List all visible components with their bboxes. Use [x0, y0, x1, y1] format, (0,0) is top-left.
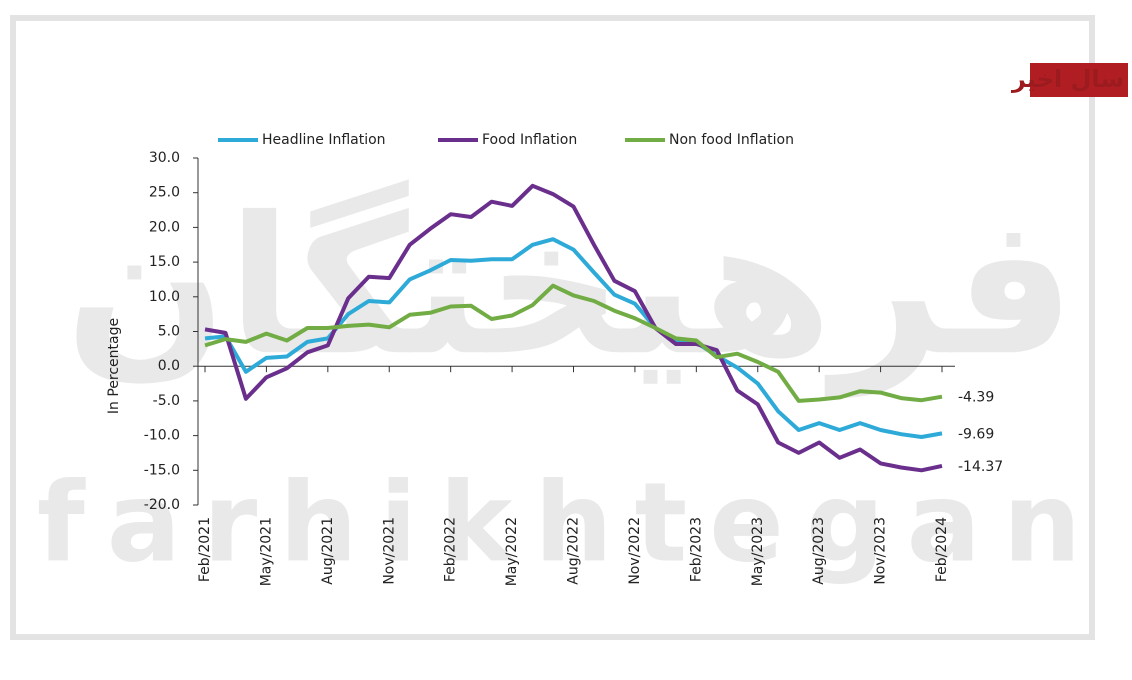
legend-label: Headline Inflation [262, 132, 386, 148]
x-tick-label: Nov/2022 [627, 517, 643, 585]
y-tick-label: 30.0 [149, 150, 180, 166]
chart-title: وضعیت تورم کل، تورم اقلام خوراکی و غیرخو… [1011, 65, 1132, 93]
title-bar [1030, 63, 1128, 97]
y-tick-label: 20.0 [149, 219, 180, 235]
x-tick-label: Feb/2022 [443, 517, 459, 582]
y-tick-label: 15.0 [149, 254, 180, 270]
y-tick-label: 0.0 [158, 358, 180, 374]
x-tick-label: May/2021 [258, 517, 274, 586]
watermark-latin: farhikhtegan [37, 458, 1103, 586]
y-tick-label: -20.0 [144, 497, 180, 513]
x-tick-label: Aug/2023 [811, 517, 827, 585]
series-line [204, 237, 943, 439]
y-tick-label: 5.0 [158, 324, 180, 340]
frame [10, 15, 1095, 640]
x-tick-label: Feb/2023 [688, 517, 704, 582]
x-tick-label: Nov/2023 [873, 517, 889, 585]
end-value-label: -14.37 [958, 459, 1003, 475]
y-tick-label: -15.0 [144, 462, 180, 478]
legend-label: Non food Inflation [669, 132, 794, 148]
x-tick-label: Aug/2021 [320, 517, 336, 585]
series-line [204, 283, 943, 403]
x-tick-label: Feb/2021 [197, 517, 213, 582]
end-value-label: -4.39 [958, 390, 994, 406]
series-line [204, 183, 943, 473]
y-tick-label: 10.0 [149, 289, 180, 305]
x-tick-label: Feb/2024 [934, 517, 950, 582]
y-tick-label: 25.0 [149, 185, 180, 201]
x-tick-label: Aug/2022 [566, 517, 582, 585]
y-tick-label: -5.0 [153, 393, 180, 409]
legend-label: Food Inflation [482, 132, 577, 148]
y-axis-label: In Percentage [106, 318, 122, 414]
end-value-label: -9.69 [958, 426, 994, 442]
x-tick-label: Nov/2021 [381, 517, 397, 585]
x-tick-label: May/2022 [504, 517, 520, 586]
x-tick-label: May/2023 [750, 517, 766, 586]
y-tick-label: -10.0 [144, 428, 180, 444]
